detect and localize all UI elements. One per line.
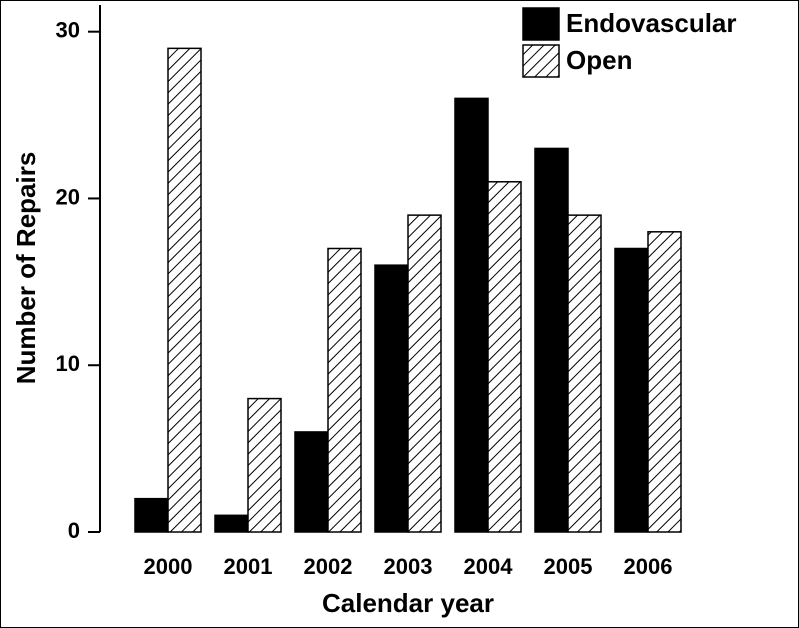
bar bbox=[567, 214, 602, 533]
legend-label: Open bbox=[566, 45, 632, 75]
y-tick-label: 30 bbox=[56, 17, 80, 42]
x-tick-label: 2006 bbox=[624, 554, 673, 579]
bar bbox=[534, 147, 569, 533]
y-axis-label: Number of Repairs bbox=[11, 152, 41, 385]
bar bbox=[454, 97, 489, 533]
legend-swatch bbox=[522, 44, 560, 78]
y-tick-label: 20 bbox=[56, 184, 80, 209]
x-tick-label: 2005 bbox=[544, 554, 593, 579]
legend-swatch bbox=[522, 7, 560, 41]
bar bbox=[407, 214, 442, 533]
bar bbox=[134, 497, 169, 533]
y-tick-label: 10 bbox=[56, 351, 80, 376]
x-tick-label: 2002 bbox=[304, 554, 353, 579]
bar bbox=[294, 431, 329, 533]
x-axis-label: Calendar year bbox=[322, 588, 494, 618]
x-tick-label: 2000 bbox=[144, 554, 193, 579]
bar bbox=[487, 181, 522, 533]
bar bbox=[647, 231, 682, 533]
y-tick-label: 0 bbox=[68, 518, 80, 543]
bar bbox=[374, 264, 409, 533]
x-tick-label: 2004 bbox=[464, 554, 514, 579]
bar bbox=[614, 247, 649, 533]
x-tick-label: 2003 bbox=[384, 554, 433, 579]
bar bbox=[214, 514, 249, 533]
x-tick-label: 2001 bbox=[224, 554, 273, 579]
legend-label: Endovascular bbox=[566, 8, 737, 38]
bar bbox=[327, 247, 362, 533]
bar bbox=[247, 397, 282, 533]
bar bbox=[167, 47, 202, 533]
